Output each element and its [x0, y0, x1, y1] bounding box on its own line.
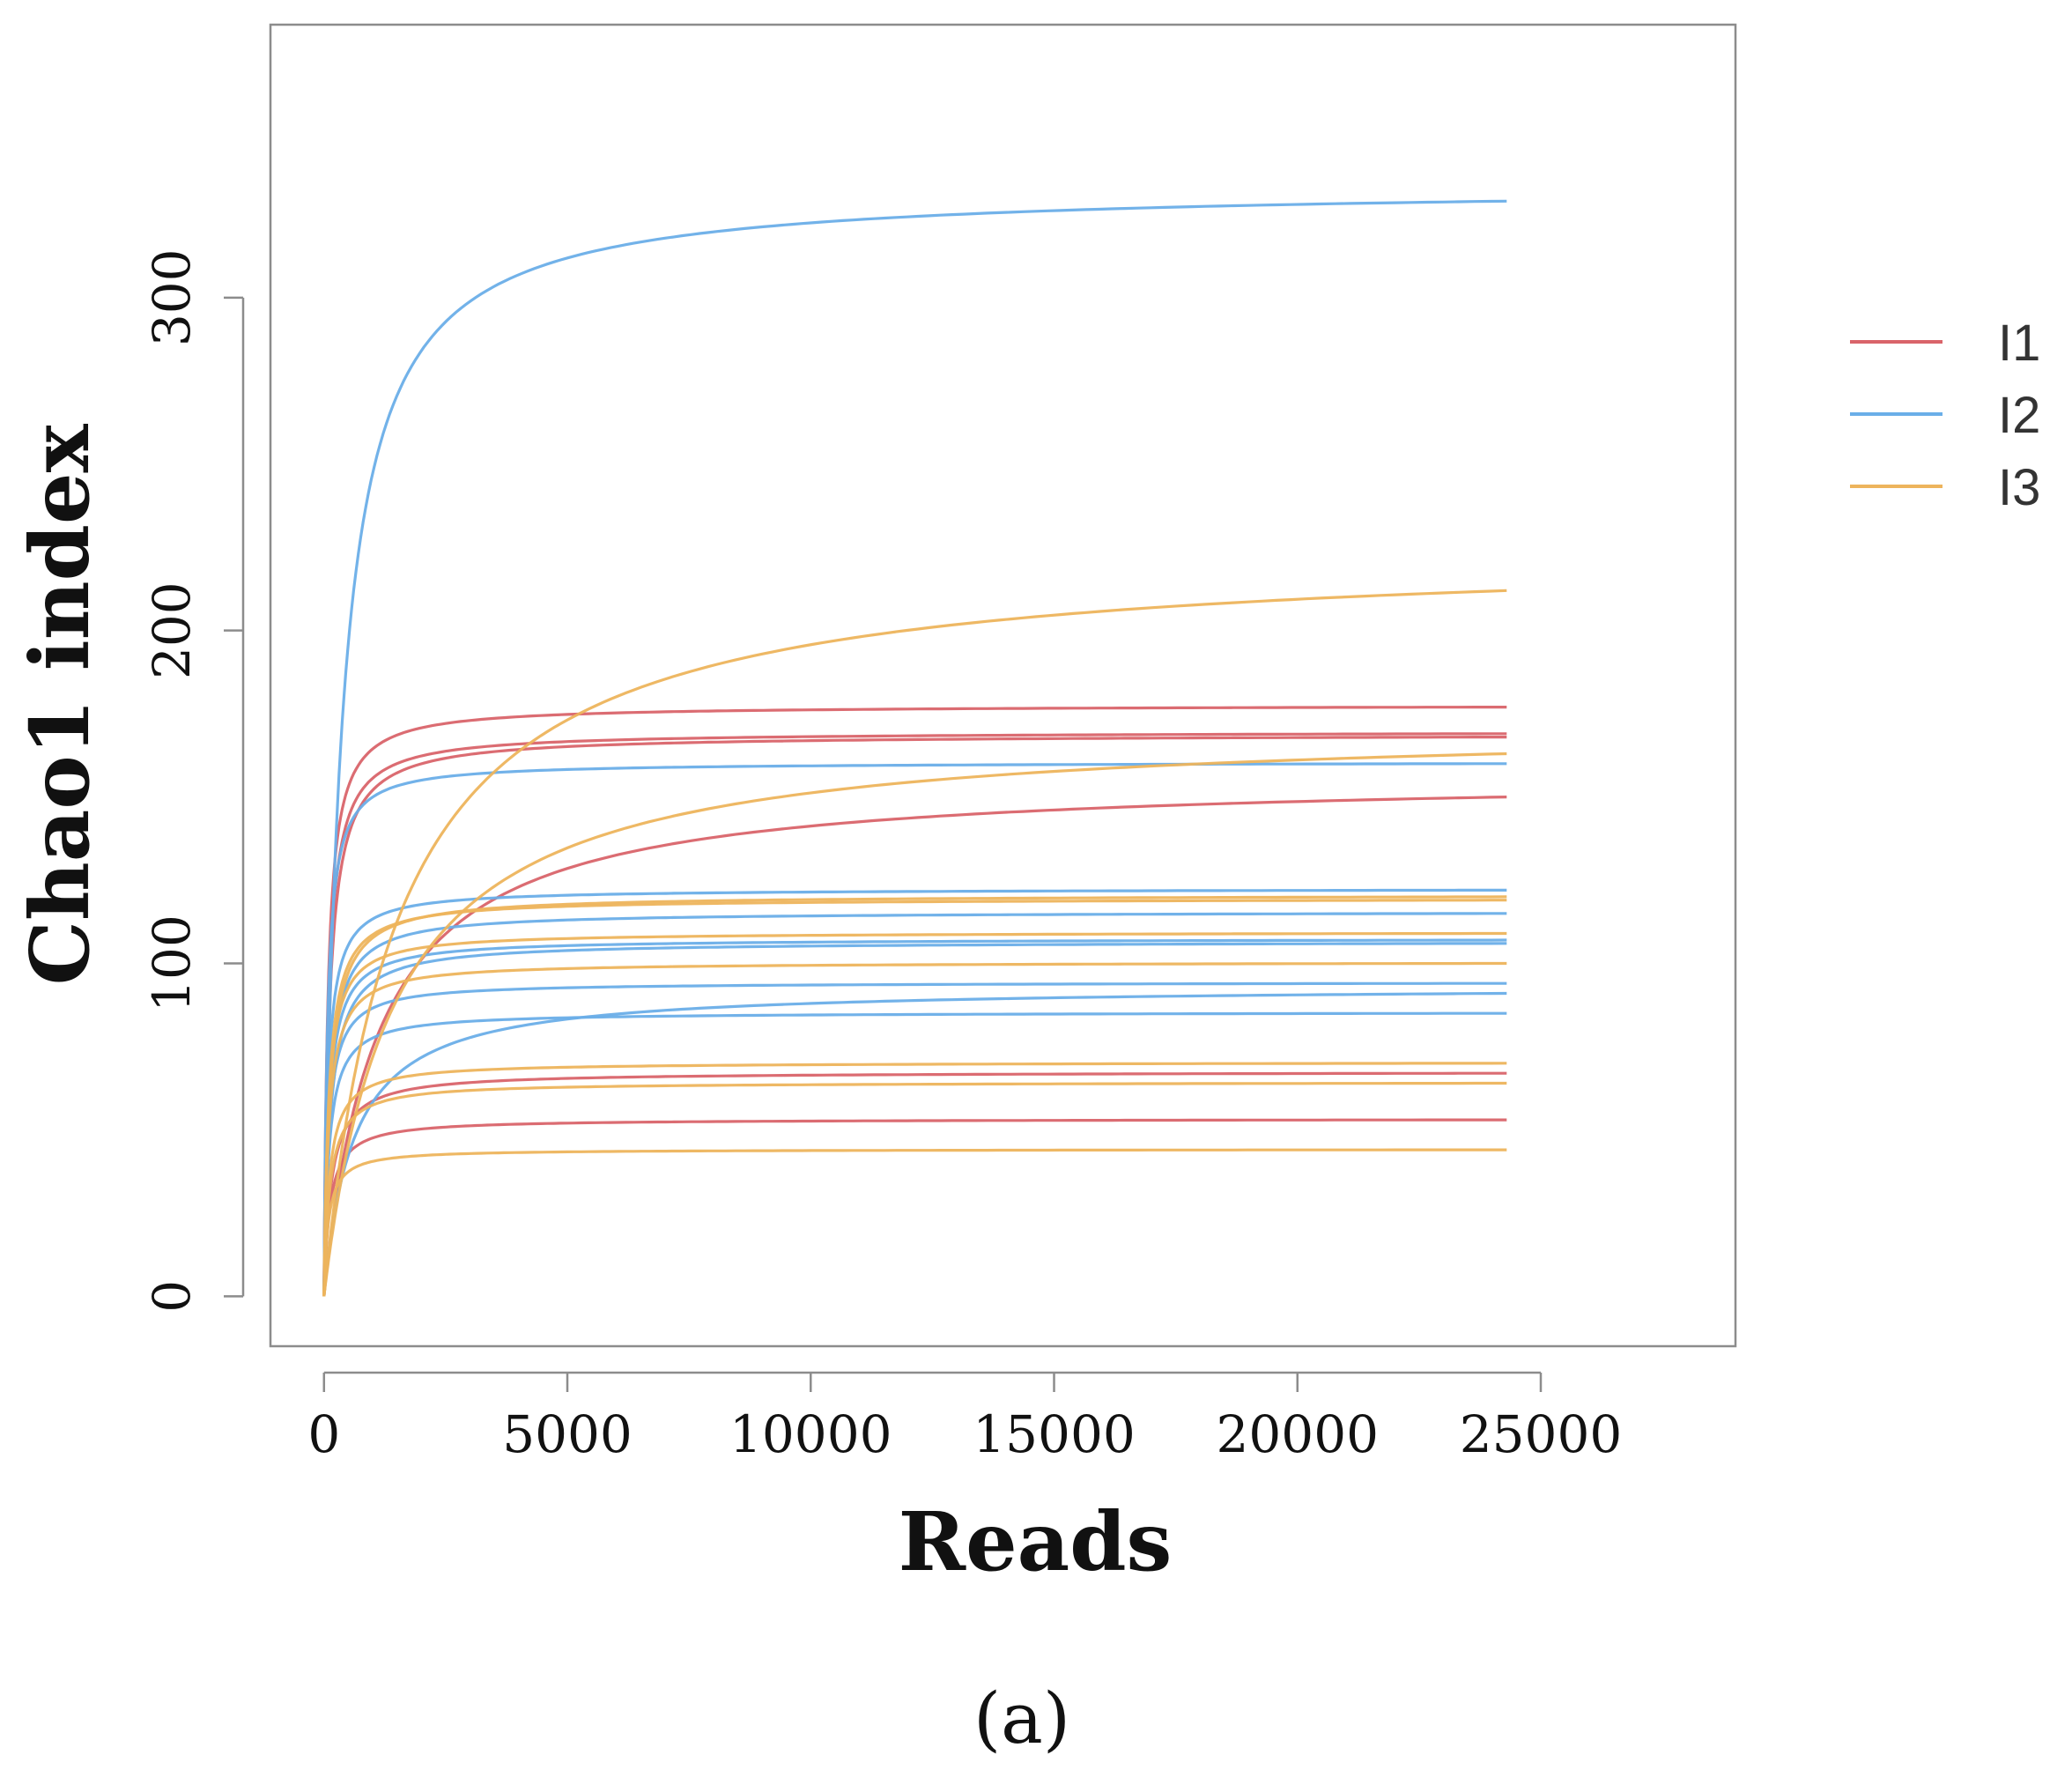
panel-label: (a)	[973, 1677, 1070, 1759]
series-line-i2-11	[322, 938, 1507, 1297]
series-line-i3-23	[322, 1081, 1507, 1297]
x-tick-label: 10000	[729, 1404, 892, 1464]
series-line-i3-21	[322, 961, 1507, 1297]
series-line-i2-7	[322, 199, 1507, 1297]
legend-label-i2: I2	[1998, 387, 2040, 444]
y-tick-label: 200	[142, 581, 202, 679]
x-tick-label: 20000	[1216, 1404, 1379, 1464]
y-tick-label: 300	[142, 248, 202, 346]
series-line-i1-3	[322, 735, 1507, 1297]
series-line-i3-18	[322, 895, 1507, 1297]
axes: 0 5000 10000 15000 20000 25000 0 100 200 300	[142, 248, 1622, 1464]
x-tick-label: 25000	[1460, 1404, 1623, 1464]
series-line-i3-16	[322, 589, 1507, 1297]
series-line-i2-8	[322, 762, 1507, 1297]
series-line-i2-13	[322, 981, 1507, 1297]
series-line-i3-19	[322, 899, 1507, 1297]
legend-label-i1: I1	[1998, 315, 2040, 372]
series-line-i3-20	[322, 931, 1507, 1297]
legend: I1 I2 I3	[1850, 315, 2040, 516]
x-axis-title: Reads	[899, 1494, 1173, 1589]
series-line-i2-15	[322, 1011, 1507, 1297]
series-line-i1-4	[322, 796, 1507, 1297]
series-line-i2-9	[322, 888, 1507, 1297]
y-tick-label: 100	[142, 915, 202, 1012]
series-lines	[322, 199, 1507, 1297]
series-line-i3-24	[322, 1148, 1507, 1297]
series-line-i3-17	[322, 752, 1507, 1297]
legend-label-i3: I3	[1998, 459, 2040, 516]
x-tick-label: 0	[307, 1404, 340, 1464]
plot-frame	[269, 23, 1737, 1348]
series-line-i1-2	[322, 732, 1507, 1297]
y-tick-label: 0	[142, 1280, 202, 1313]
series-line-i3-22	[322, 1062, 1507, 1297]
plot-border	[269, 23, 1737, 1348]
x-tick-label: 15000	[973, 1404, 1136, 1464]
series-line-i2-10	[322, 912, 1507, 1297]
x-tick-label: 5000	[502, 1404, 633, 1464]
y-axis-title: Chao1 index	[12, 424, 107, 986]
